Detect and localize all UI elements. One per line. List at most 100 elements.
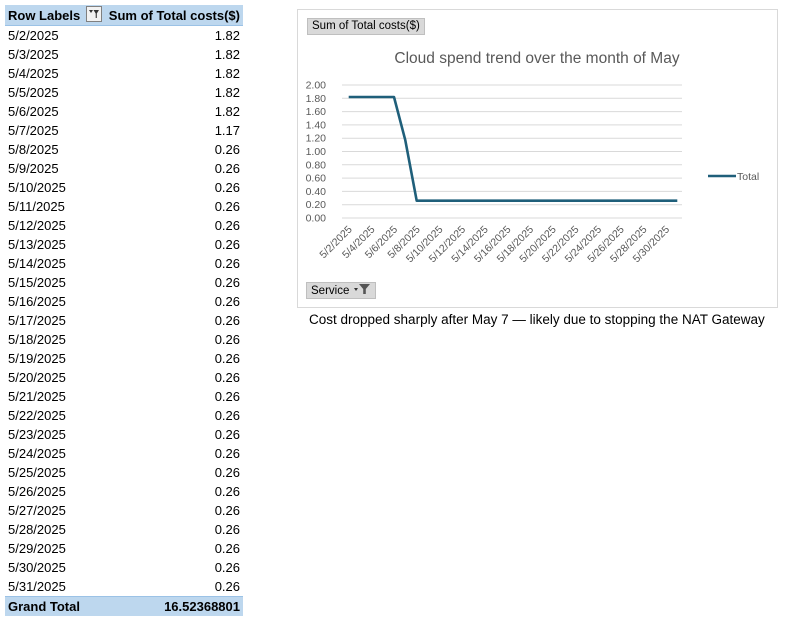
value-field-label: Sum of Total costs($) bbox=[312, 20, 420, 32]
service-field-button[interactable]: Service bbox=[306, 282, 376, 299]
row-cost: 0.26 bbox=[214, 560, 240, 575]
table-row[interactable]: 5/22/2025 0.26 bbox=[5, 406, 243, 425]
row-date: 5/30/2025 bbox=[8, 560, 66, 575]
chart-canvas: Cloud spend trend over the month of May 0… bbox=[306, 50, 760, 265]
y-tick-label: 1.40 bbox=[306, 119, 327, 131]
y-tick-label: 2.00 bbox=[306, 80, 327, 92]
row-date: 5/28/2025 bbox=[8, 522, 66, 537]
row-date: 5/6/2025 bbox=[8, 104, 59, 119]
y-tick-label: 0.60 bbox=[306, 173, 327, 185]
row-cost: 0.26 bbox=[214, 199, 240, 214]
y-tick-label: 1.60 bbox=[306, 106, 327, 118]
row-date: 5/5/2025 bbox=[8, 85, 59, 100]
row-cost: 0.26 bbox=[214, 579, 240, 594]
table-row[interactable]: 5/5/2025 1.82 bbox=[5, 83, 243, 102]
table-row[interactable]: 5/3/2025 1.82 bbox=[5, 45, 243, 64]
pivot-header-row: Row Labels Sum of Total costs($) bbox=[5, 5, 243, 26]
row-date: 5/29/2025 bbox=[8, 541, 66, 556]
row-labels-text: Row Labels bbox=[8, 7, 81, 23]
filter-icon[interactable] bbox=[353, 283, 371, 295]
table-row[interactable]: 5/28/2025 0.26 bbox=[5, 520, 243, 539]
table-row[interactable]: 5/30/2025 0.26 bbox=[5, 558, 243, 577]
y-tick-label: 0.40 bbox=[306, 186, 327, 198]
table-row[interactable]: 5/8/2025 0.26 bbox=[5, 140, 243, 159]
row-cost: 0.26 bbox=[214, 370, 240, 385]
row-cost: 0.26 bbox=[214, 465, 240, 480]
row-date: 5/23/2025 bbox=[8, 427, 66, 442]
row-cost: 0.26 bbox=[214, 408, 240, 423]
table-row[interactable]: 5/31/2025 0.26 bbox=[5, 577, 243, 597]
row-date: 5/17/2025 bbox=[8, 313, 66, 328]
table-row[interactable]: 5/21/2025 0.26 bbox=[5, 387, 243, 406]
row-cost: 0.26 bbox=[214, 218, 240, 233]
chart-note: Cost dropped sharply after May 7 — likel… bbox=[309, 312, 765, 327]
table-row[interactable]: 5/23/2025 0.26 bbox=[5, 425, 243, 444]
y-tick-label: 1.20 bbox=[306, 133, 327, 145]
table-row[interactable]: 5/13/2025 0.26 bbox=[5, 235, 243, 254]
row-cost: 0.26 bbox=[214, 389, 240, 404]
table-row[interactable]: 5/25/2025 0.26 bbox=[5, 463, 243, 482]
y-tick-label: 0.20 bbox=[306, 199, 327, 211]
table-row[interactable]: 5/24/2025 0.26 bbox=[5, 444, 243, 463]
y-tick-label: 1.00 bbox=[306, 146, 327, 158]
filter-dropdown-icon[interactable] bbox=[85, 5, 102, 22]
table-row[interactable]: 5/9/2025 0.26 bbox=[5, 159, 243, 178]
row-cost: 0.26 bbox=[214, 237, 240, 252]
pivot-chart[interactable]: Cloud spend trend over the month of May 0… bbox=[297, 9, 778, 308]
table-row[interactable]: 5/14/2025 0.26 bbox=[5, 254, 243, 273]
table-row[interactable]: 5/20/2025 0.26 bbox=[5, 368, 243, 387]
row-date: 5/24/2025 bbox=[8, 446, 66, 461]
table-row[interactable]: 5/19/2025 0.26 bbox=[5, 349, 243, 368]
row-cost: 1.17 bbox=[214, 123, 240, 138]
row-date: 5/14/2025 bbox=[8, 256, 66, 271]
table-row[interactable]: 5/7/2025 1.17 bbox=[5, 121, 243, 140]
row-cost: 0.26 bbox=[214, 484, 240, 499]
table-row[interactable]: 5/10/2025 0.26 bbox=[5, 178, 243, 197]
table-row[interactable]: 5/29/2025 0.26 bbox=[5, 539, 243, 558]
table-row[interactable]: 5/2/2025 1.82 bbox=[5, 26, 243, 46]
table-row[interactable]: 5/6/2025 1.82 bbox=[5, 102, 243, 121]
row-cost: 0.26 bbox=[214, 180, 240, 195]
chart-title: Cloud spend trend over the month of May bbox=[394, 50, 679, 67]
row-date: 5/10/2025 bbox=[8, 180, 66, 195]
table-row[interactable]: 5/15/2025 0.26 bbox=[5, 273, 243, 292]
row-labels-header[interactable]: Row Labels bbox=[5, 5, 106, 26]
row-cost: 0.26 bbox=[214, 446, 240, 461]
table-row[interactable]: 5/16/2025 0.26 bbox=[5, 292, 243, 311]
row-cost: 1.82 bbox=[214, 47, 240, 62]
y-tick-label: 0.80 bbox=[306, 159, 327, 171]
table-row[interactable]: 5/12/2025 0.26 bbox=[5, 216, 243, 235]
row-cost: 1.82 bbox=[214, 85, 240, 100]
row-date: 5/31/2025 bbox=[8, 579, 66, 594]
series-line-total bbox=[348, 95, 678, 202]
legend-label: Total bbox=[737, 171, 759, 183]
sum-total-costs-header[interactable]: Sum of Total costs($) bbox=[105, 5, 243, 26]
service-field-label: Service bbox=[311, 285, 350, 297]
row-cost: 1.82 bbox=[214, 66, 240, 81]
row-cost: 0.26 bbox=[214, 294, 240, 309]
row-date: 5/15/2025 bbox=[8, 275, 66, 290]
row-date: 5/11/2025 bbox=[8, 199, 65, 214]
table-row[interactable]: 5/11/2025 0.26 bbox=[5, 197, 243, 216]
row-date: 5/4/2025 bbox=[8, 66, 59, 81]
pivot-table: Row Labels Sum of Total costs($) 5/2/202… bbox=[5, 5, 243, 616]
table-row[interactable]: 5/18/2025 0.26 bbox=[5, 330, 243, 349]
row-cost: 0.26 bbox=[214, 541, 240, 556]
row-cost: 0.26 bbox=[214, 522, 240, 537]
table-row[interactable]: 5/26/2025 0.26 bbox=[5, 482, 243, 501]
row-date: 5/27/2025 bbox=[8, 503, 66, 518]
row-cost: 0.26 bbox=[214, 503, 240, 518]
row-cost: 1.82 bbox=[214, 28, 240, 43]
grand-total-label: Grand Total bbox=[5, 596, 106, 616]
table-row[interactable]: 5/4/2025 1.82 bbox=[5, 64, 243, 83]
y-tick-label: 0.00 bbox=[306, 213, 327, 225]
table-row[interactable]: 5/27/2025 0.26 bbox=[5, 501, 243, 520]
row-cost: 0.26 bbox=[214, 161, 240, 176]
row-cost: 0.26 bbox=[214, 256, 240, 271]
table-row[interactable]: 5/17/2025 0.26 bbox=[5, 311, 243, 330]
row-date: 5/13/2025 bbox=[8, 237, 66, 252]
value-field-button[interactable]: Sum of Total costs($) bbox=[307, 18, 425, 35]
row-date: 5/8/2025 bbox=[8, 142, 59, 157]
row-cost: 0.26 bbox=[214, 313, 240, 328]
row-date: 5/26/2025 bbox=[8, 484, 66, 499]
